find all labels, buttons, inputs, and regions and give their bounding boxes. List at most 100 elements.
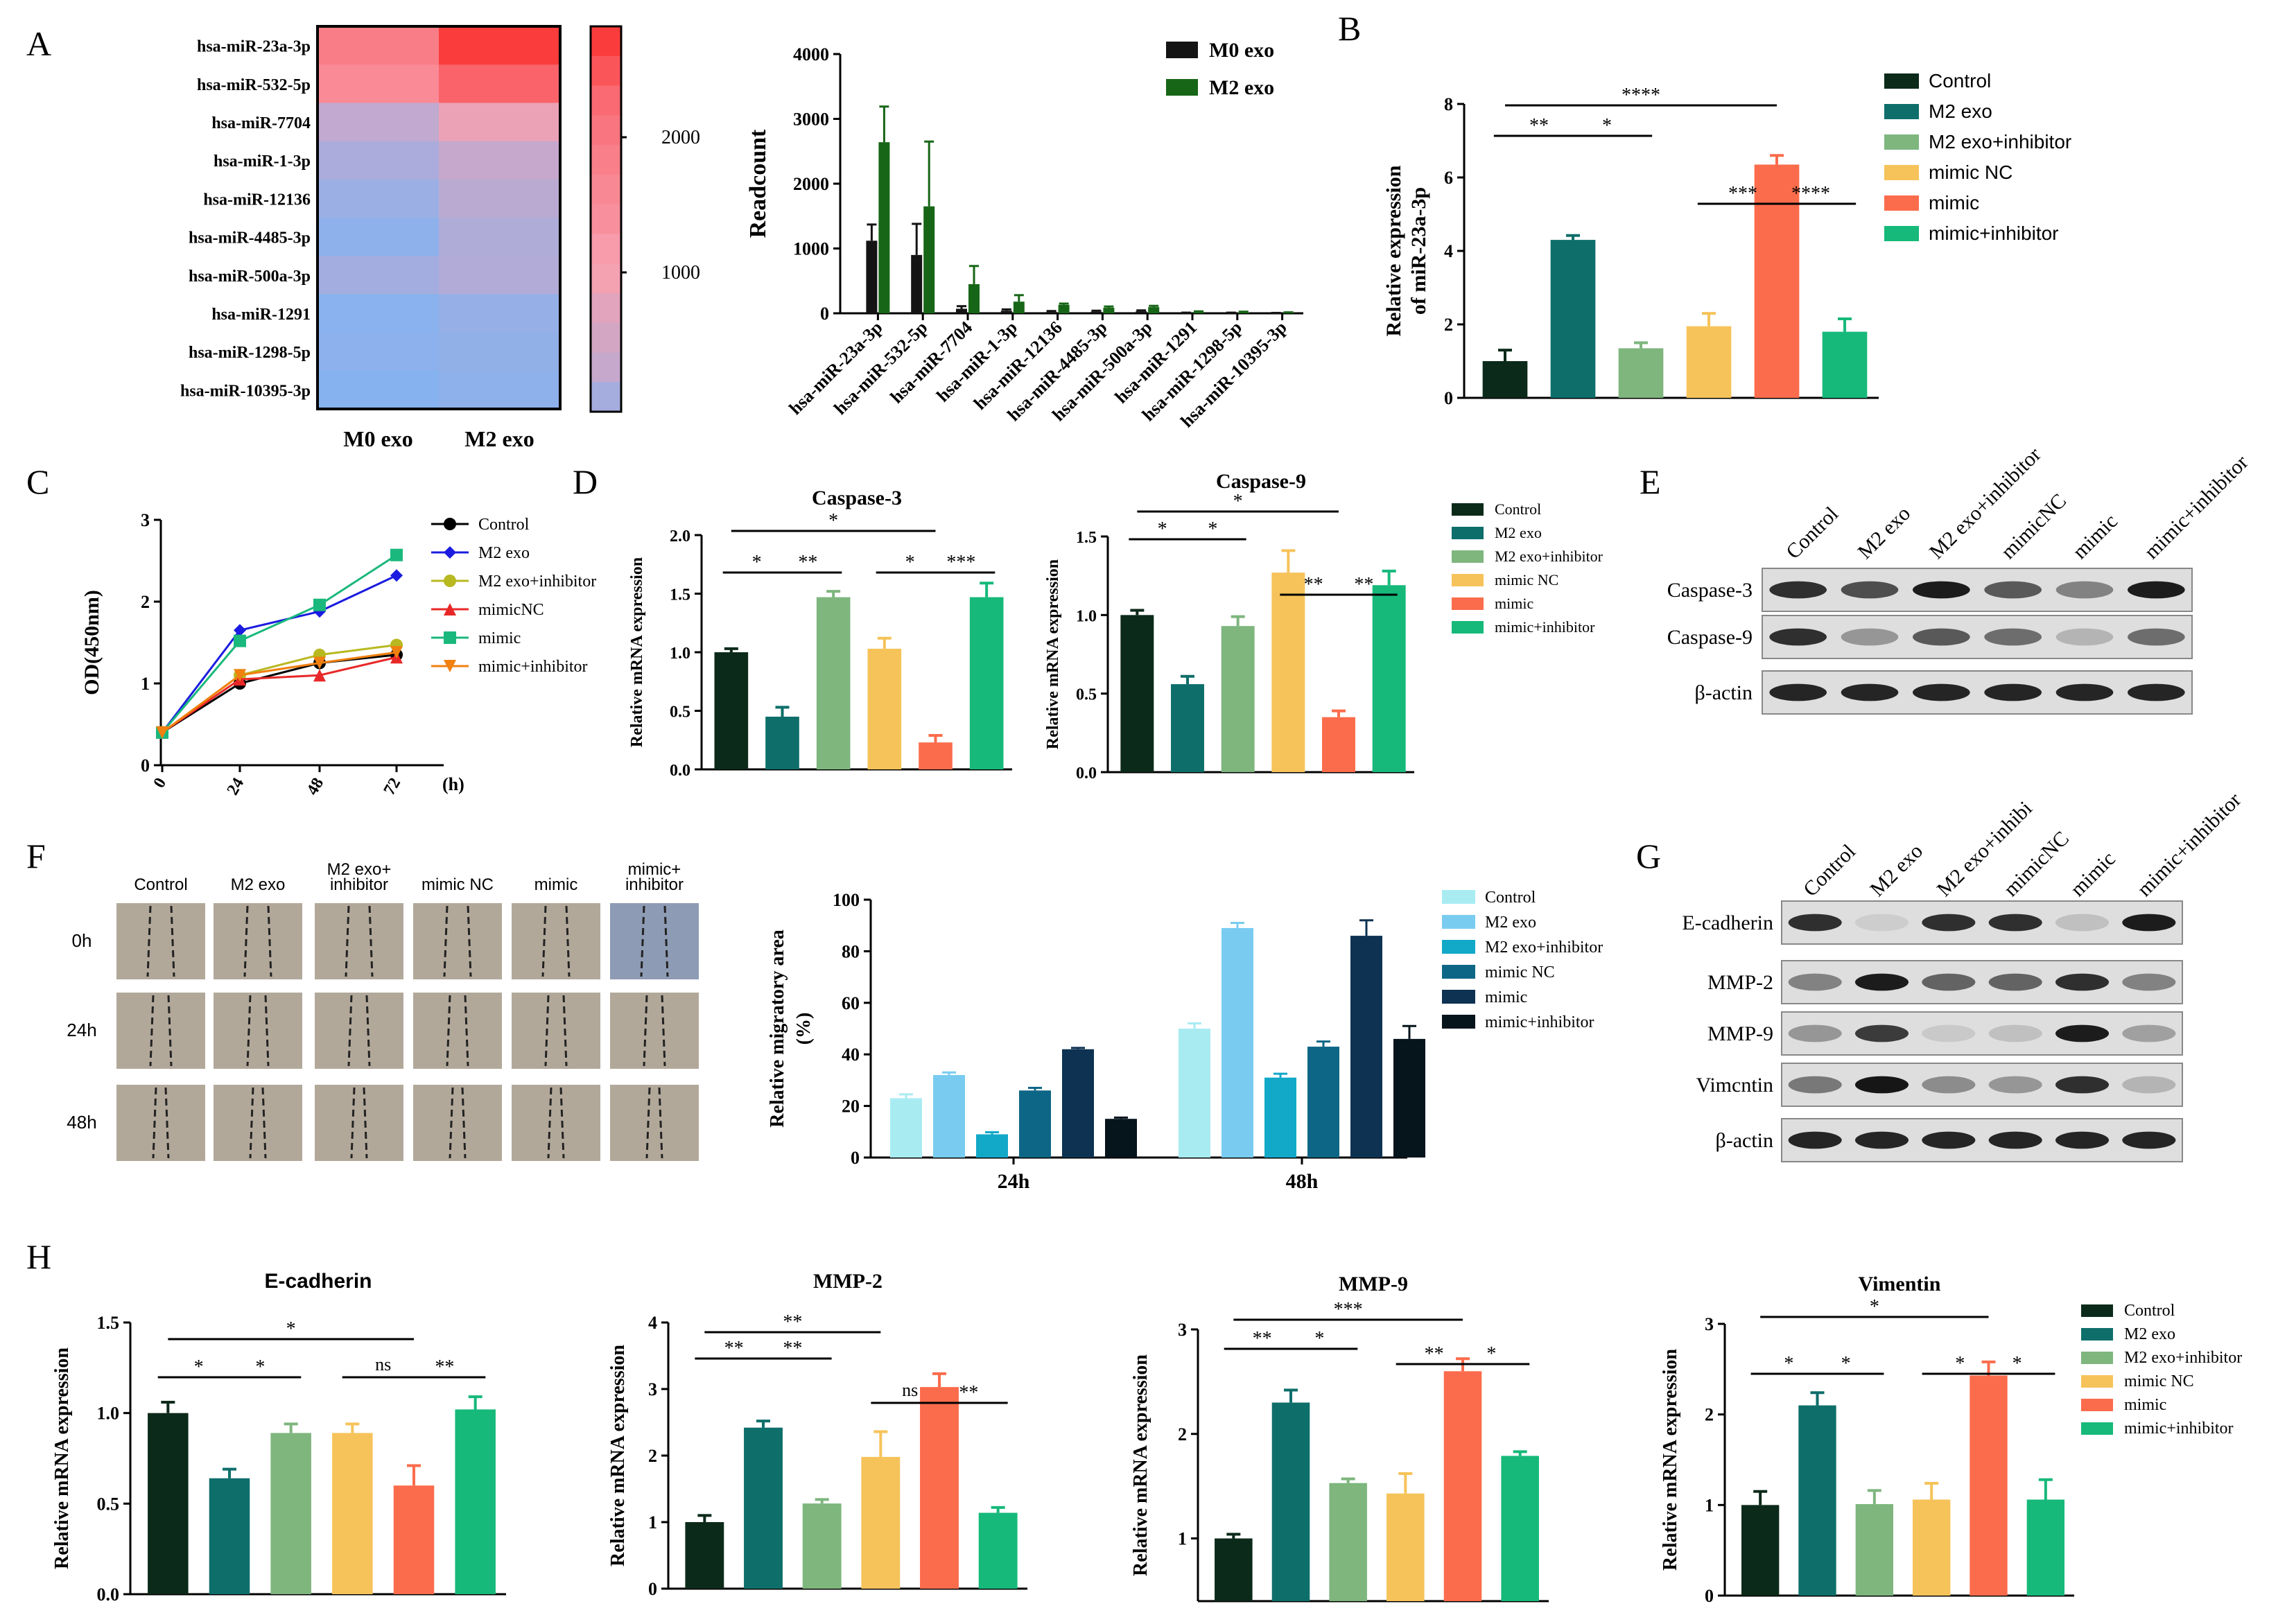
miR23a-expression-y-tick-label: 8 <box>1444 94 1453 114</box>
readcount-legend-swatch <box>1166 42 1198 58</box>
caspase9-sig-label: * <box>1158 518 1167 540</box>
mmp9-bar <box>1329 1483 1367 1601</box>
wound-edge-line <box>170 905 175 977</box>
migration-bar <box>1393 1038 1425 1158</box>
mmp9-bar <box>1215 1538 1253 1601</box>
heatmap-cell <box>439 294 560 333</box>
miR23a-expression-sig-label: **** <box>1622 85 1660 106</box>
wound-image <box>116 903 205 979</box>
od450-legend-label: mimic <box>478 629 521 647</box>
wound-image <box>512 993 600 1069</box>
wound-image <box>214 903 302 979</box>
legend-b-swatch <box>1884 104 1919 119</box>
wound-edge-line <box>368 905 374 977</box>
blot-e-column-label: mimicNC <box>1997 489 2071 564</box>
blot-g-band <box>1788 1024 1842 1042</box>
blot-e-band <box>1984 683 2042 701</box>
blot-e-band <box>1913 683 1970 701</box>
mmp9-y-tick-label: 2 <box>1178 1424 1187 1444</box>
mmp2-bar <box>744 1427 783 1589</box>
vimentin-bar <box>1798 1405 1836 1596</box>
blot-g-band <box>2055 914 2110 932</box>
miR23a-expression-bar <box>1482 361 1528 398</box>
wound-edge-line <box>544 995 550 1067</box>
vimentin-y-tick-label: 2 <box>1705 1405 1714 1425</box>
vimentin-bar <box>2026 1499 2065 1596</box>
colorbar-segment <box>591 174 621 205</box>
vimentin-y-label: Relative mRNA expression <box>1660 1349 1681 1571</box>
od450-point <box>313 669 326 682</box>
wound-edge-line <box>467 905 472 977</box>
migration-legend-label: M2 exo+inhibitor <box>1485 938 1603 957</box>
blot-e-lane-strip <box>1762 568 2193 612</box>
migration-bar <box>1179 1029 1210 1158</box>
caspase3-bar <box>816 597 851 769</box>
od450-point <box>390 548 403 561</box>
ecadherin-y-tick-label: 1.5 <box>97 1313 120 1333</box>
ecadherin-sig-label: ** <box>435 1356 454 1378</box>
caspase3-bar <box>867 648 902 769</box>
readcount-y-tick-label: 3000 <box>793 110 829 130</box>
wound-image <box>214 993 302 1069</box>
wound-edge-line <box>264 995 270 1067</box>
caspase3-sig-label: * <box>752 552 762 573</box>
wound-edge-line <box>663 905 669 977</box>
od450-point <box>390 646 403 659</box>
blot-g-band <box>2122 1131 2176 1149</box>
legend-b-label: mimic+inhibitor <box>1929 222 2059 244</box>
od450-legend-marker <box>444 518 456 530</box>
blot-g-band <box>1922 1131 1976 1149</box>
blot-e-lane-strip <box>1762 615 2193 659</box>
od450-x-tick-label: 72 <box>381 775 405 798</box>
blot-e-band <box>1841 683 1899 701</box>
heatmap-cell <box>439 256 560 295</box>
heatmap-cell <box>318 26 439 65</box>
heatmap-cell <box>439 179 560 218</box>
mmp9-bar <box>1386 1493 1425 1601</box>
legend-h-swatch <box>2081 1375 2113 1388</box>
caspase9-y-tick-label: 0.0 <box>1076 765 1097 783</box>
vimentin-y-tick-label: 0 <box>1705 1586 1714 1606</box>
legend-b-swatch <box>1884 165 1919 180</box>
legend-d-swatch <box>1452 574 1484 586</box>
heatmap-cell <box>439 218 560 256</box>
blot-e-band <box>2055 628 2114 646</box>
legend-b-label: M2 exo+inhibitor <box>1929 131 2071 152</box>
wound-column-label: M2 exo+ <box>327 860 392 879</box>
legend-b-label: Control <box>1929 70 1991 91</box>
mmp2-bar <box>920 1387 959 1589</box>
wound-edge-line <box>249 1087 254 1159</box>
caspase3-sig-label: * <box>905 552 915 573</box>
legend-d-label: mimic+inhibitor <box>1495 618 1595 636</box>
blot-g-lane-strip <box>1781 1118 2183 1162</box>
miR23a-expression-bar <box>1822 331 1868 398</box>
blot-g-column-label: Control <box>1799 840 1860 901</box>
wound-edge-line <box>541 905 547 977</box>
od450-y-label: OD(450nm) <box>80 590 103 695</box>
caspase3-y-tick-label: 1.0 <box>670 645 690 663</box>
blot-g-lane-strip <box>1781 1063 2183 1107</box>
heatmap-cell <box>439 332 560 372</box>
wound-edge-line <box>640 905 645 977</box>
heatmap-cell <box>318 256 439 295</box>
blot-g-band <box>1922 1076 1976 1094</box>
blot-e-band <box>2128 683 2185 701</box>
od450-x-tick-label: 0 <box>150 775 171 791</box>
legend-h-label: Control <box>2124 1302 2175 1320</box>
blot-e-band <box>1913 628 1970 646</box>
blot-g-band <box>1788 1131 1842 1149</box>
wound-image <box>413 903 502 979</box>
vimentin-sig-label: * <box>1955 1353 1965 1374</box>
miR23a-expression-y-label: Relative expression <box>1382 165 1405 336</box>
blot-g-row-label: MMP-2 <box>1707 971 1773 994</box>
blot-g-band <box>1922 914 1976 932</box>
migration-bar <box>1307 1047 1339 1158</box>
caspase3-y-tick-label: 1.5 <box>670 586 690 604</box>
wound-edge-line <box>559 1087 565 1159</box>
blot-e-column-label: M2 exo <box>1853 502 1915 564</box>
legend-d-label: Control <box>1495 500 1541 518</box>
ecadherin-bar <box>393 1485 435 1594</box>
migration-y-tick-label: 20 <box>842 1097 860 1117</box>
od450-legend-marker <box>444 546 456 559</box>
